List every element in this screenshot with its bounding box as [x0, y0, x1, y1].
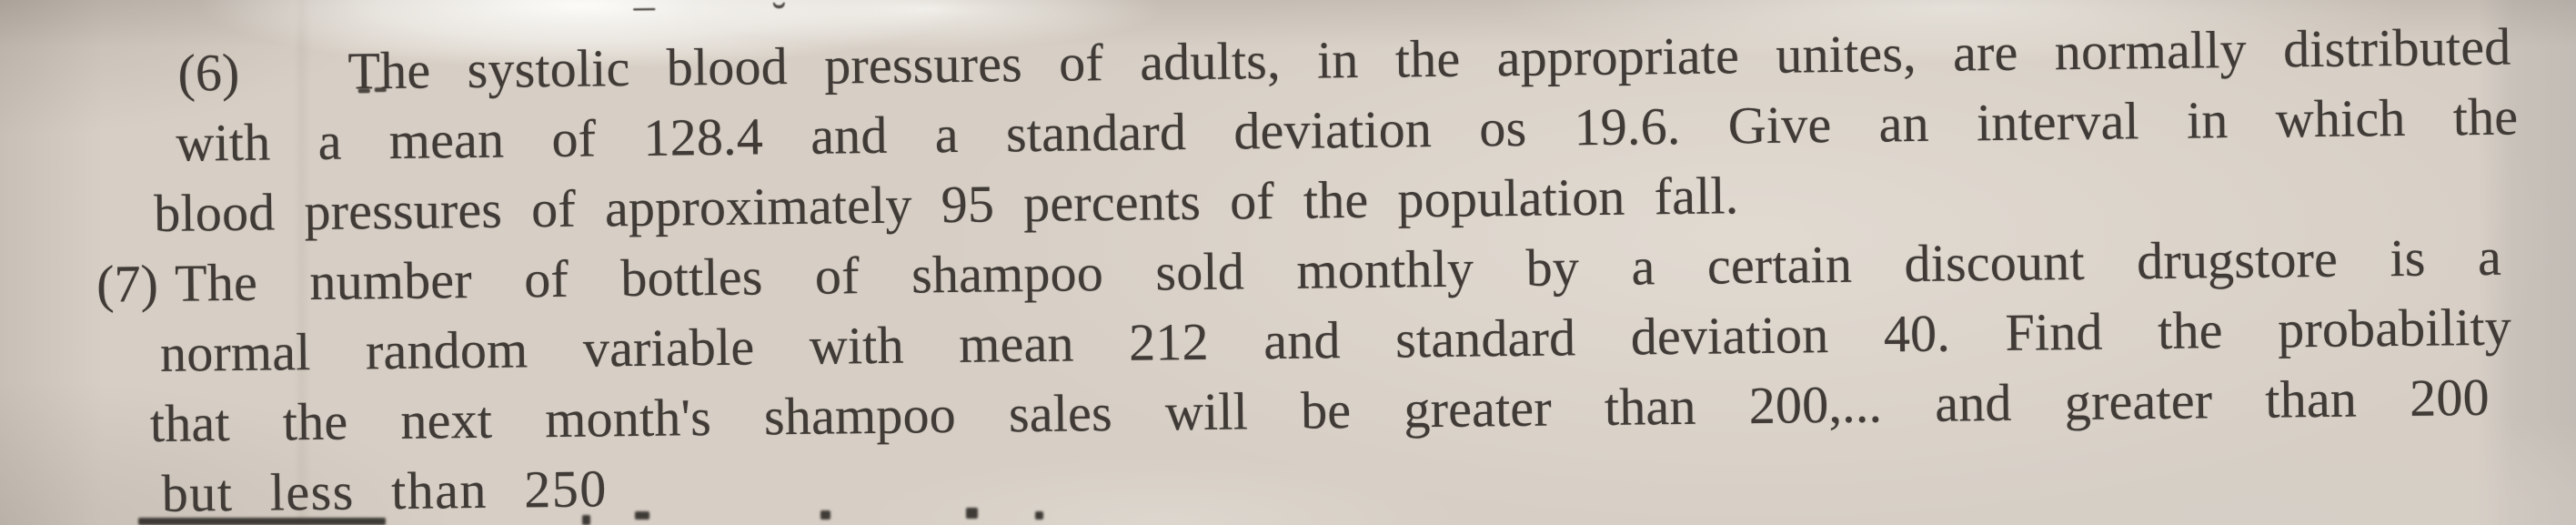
- problem-6-number: (6): [177, 42, 240, 103]
- problem-7-line-4: but less than 250: [161, 459, 609, 523]
- problem-7-number: (7): [96, 253, 159, 314]
